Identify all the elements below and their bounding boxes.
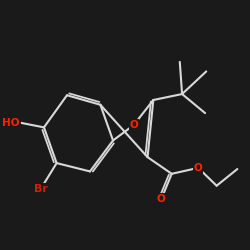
Text: O: O (194, 163, 202, 173)
Text: Br: Br (34, 184, 48, 194)
Text: O: O (157, 194, 166, 204)
Text: HO: HO (2, 118, 20, 128)
Text: O: O (129, 120, 138, 130)
